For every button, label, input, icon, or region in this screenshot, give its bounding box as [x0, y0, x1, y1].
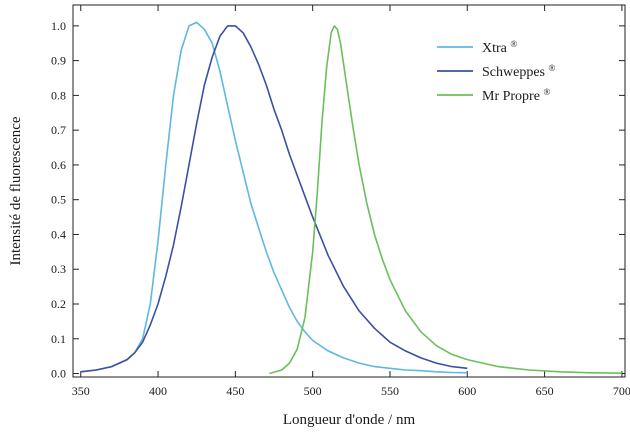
series-lines: [80, 21, 622, 375]
x-tick-label: 500: [304, 384, 322, 398]
y-tick-label: 0.8: [51, 88, 66, 102]
x-tick-label: 400: [149, 384, 167, 398]
x-tick-label: 550: [381, 384, 399, 398]
plot-frame: [72, 4, 626, 378]
y-tick-label: 0.9: [51, 54, 66, 68]
y-axis: 0.0 0.1 0.2 0.3 0.4 0.5 0.6 0.7 0.8 0.9 1.0: [51, 19, 625, 381]
y-tick-label: 0.0: [51, 367, 66, 381]
y-tick-label: 1.0: [51, 19, 66, 33]
series-line-mr-propre: [269, 25, 622, 375]
series-line-schweppes: [80, 25, 468, 373]
y-tick-label: 0.7: [51, 123, 66, 137]
legend: Xtra ® Schweppes ® Mr Propre ®: [437, 39, 556, 104]
x-axis-title: Longueur d'onde / nm: [283, 412, 416, 428]
y-tick-label: 0.4: [51, 227, 66, 241]
legend-label-schweppes: Schweppes ®: [482, 63, 556, 80]
legend-label-mr-propre: Mr Propre ®: [482, 87, 550, 104]
x-tick-label: 650: [536, 384, 554, 398]
x-tick-label: 450: [226, 384, 244, 398]
y-tick-label: 0.1: [51, 332, 66, 346]
y-tick-label: 0.3: [51, 262, 66, 276]
legend-label-xtra: Xtra ®: [482, 39, 517, 56]
y-axis-title: Intensité de fluorescence: [8, 116, 24, 265]
y-tick-label: 0.2: [51, 297, 66, 311]
series-line-xtra: [80, 21, 468, 374]
x-tick-label: 600: [458, 384, 476, 398]
y-tick-label: 0.6: [51, 158, 66, 172]
x-tick-label: 350: [72, 384, 90, 398]
x-tick-label: 700: [613, 384, 630, 398]
x-axis: 350 400 450 500 550 600 650 700: [72, 5, 630, 398]
y-tick-label: 0.5: [51, 193, 66, 207]
